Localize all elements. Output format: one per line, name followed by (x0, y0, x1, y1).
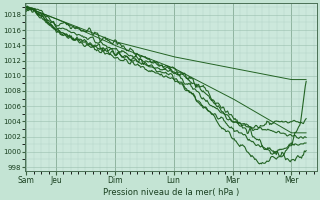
X-axis label: Pression niveau de la mer( hPa ): Pression niveau de la mer( hPa ) (103, 188, 239, 197)
